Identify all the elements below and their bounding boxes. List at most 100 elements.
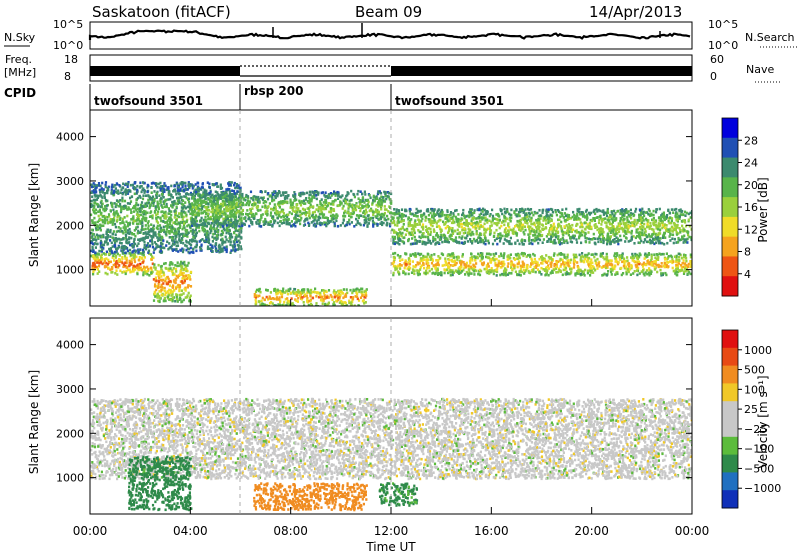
data-cell [304, 213, 307, 217]
data-cell [562, 268, 565, 272]
data-cell [547, 264, 550, 267]
data-cell [236, 235, 239, 238]
data-cell [163, 289, 166, 293]
data-cell [671, 258, 674, 261]
data-cell [464, 265, 468, 269]
data-cell [441, 264, 444, 267]
data-cell [309, 299, 312, 303]
data-cell [263, 200, 266, 203]
data-cell [146, 242, 150, 245]
data-cell [158, 238, 161, 242]
data-cell [143, 237, 146, 240]
data-cell [533, 265, 536, 269]
data-cell [184, 201, 187, 204]
data-cell [204, 195, 207, 198]
data-cell [233, 216, 236, 220]
data-cell [311, 296, 314, 300]
data-cell [398, 273, 401, 276]
data-cell [522, 254, 525, 258]
data-cell [114, 225, 117, 229]
data-cell [129, 243, 132, 247]
data-cell [223, 213, 226, 216]
data-cell [244, 219, 248, 223]
data-cell [234, 249, 237, 252]
data-cell [216, 237, 219, 240]
data-cell [227, 194, 230, 198]
data-cell [175, 298, 179, 301]
data-cell [306, 288, 309, 291]
data-cell [642, 261, 645, 265]
data-cell [515, 254, 518, 257]
data-cell [516, 262, 519, 266]
data-cell [220, 202, 223, 206]
data-cell [470, 265, 473, 269]
data-cell [425, 269, 428, 273]
data-cell [323, 207, 326, 211]
data-cell [213, 220, 216, 224]
data-cell [137, 267, 140, 270]
data-cell [220, 205, 223, 208]
data-cell [376, 210, 379, 214]
data-cell [172, 284, 175, 287]
data-cell [175, 247, 178, 251]
data-cell [148, 206, 151, 210]
data-cell [197, 225, 200, 228]
data-cell [323, 221, 326, 224]
data-cell [616, 272, 619, 276]
data-cell [104, 183, 107, 187]
data-cell [229, 208, 232, 212]
data-cell [209, 195, 212, 199]
data-cell [480, 269, 483, 273]
data-cell [223, 218, 226, 221]
data-cell [272, 190, 275, 194]
data-cell [139, 207, 142, 210]
nave-tick-top: 60 [710, 53, 724, 66]
data-cell [324, 303, 327, 306]
data-cell [237, 184, 240, 187]
data-cell [223, 200, 226, 203]
data-cell [448, 258, 451, 262]
data-cell [265, 288, 268, 292]
data-cell [182, 248, 185, 252]
data-cell [222, 193, 226, 196]
data-cell [526, 264, 529, 267]
data-cell [579, 269, 582, 273]
data-cell [150, 238, 153, 241]
data-cell [308, 299, 311, 303]
data-cell [201, 228, 204, 232]
data-cell [103, 209, 106, 213]
data-cell [419, 266, 422, 269]
data-cell [337, 192, 340, 196]
data-cell [202, 205, 206, 208]
data-cell [590, 267, 593, 270]
data-cell [225, 192, 228, 196]
data-cell [226, 205, 229, 208]
data-cell [540, 273, 543, 276]
data-cell [287, 289, 291, 293]
data-cell [397, 270, 400, 273]
data-cell [186, 229, 189, 232]
data-cell [326, 196, 329, 200]
data-cell [603, 257, 606, 261]
data-cell [447, 261, 450, 265]
data-cell [405, 263, 408, 266]
data-cell [102, 243, 106, 247]
data-cell [332, 303, 335, 306]
data-cell [435, 269, 438, 273]
data-cell [506, 255, 509, 258]
data-cell [171, 285, 174, 289]
data-cell [136, 196, 139, 200]
data-cell [161, 235, 164, 239]
data-cell [143, 268, 146, 271]
data-cell [135, 219, 138, 222]
data-cell [358, 203, 362, 206]
data-cell [174, 281, 177, 285]
data-cell [617, 261, 620, 264]
data-cell [382, 196, 385, 199]
data-cell [303, 304, 306, 306]
data-cell [212, 199, 215, 203]
data-cell [189, 184, 192, 188]
data-cell [454, 269, 457, 272]
data-cell [285, 220, 288, 224]
data-cell [179, 182, 182, 185]
